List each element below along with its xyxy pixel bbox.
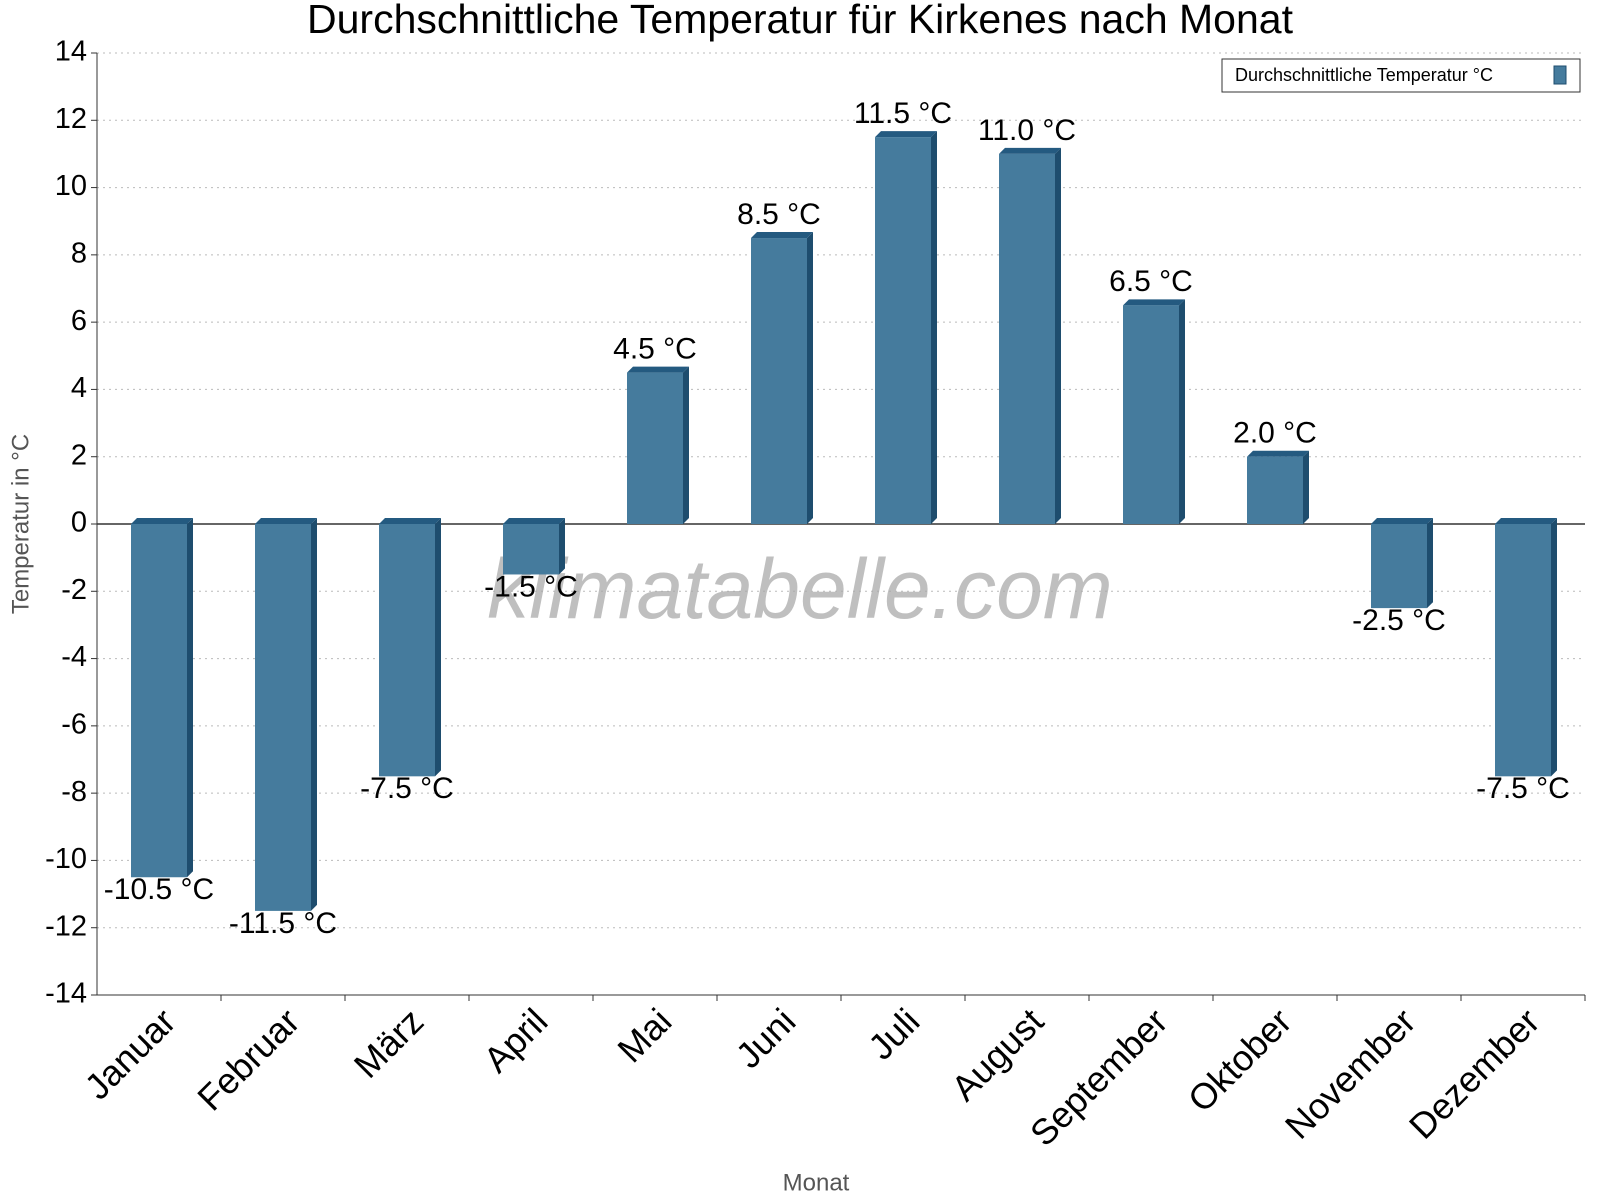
bar [255, 524, 311, 911]
y-tick-label: -2 [61, 574, 87, 606]
legend-box [1221, 58, 1581, 93]
bar-side [1303, 450, 1309, 524]
x-tick-label: Juli [860, 1000, 927, 1067]
y-tick-label: -4 [61, 641, 87, 673]
value-label: -11.5 °C [229, 907, 337, 940]
bar-side [1179, 299, 1185, 524]
bar-top [255, 518, 317, 524]
y-axis-title: Temperatur in °C [7, 434, 34, 614]
y-tick-label: 10 [55, 170, 87, 202]
bar-top [1123, 299, 1185, 306]
bar [1123, 305, 1179, 524]
bar-top [131, 518, 193, 524]
legend: Durchschnittliche Temperatur °C [1221, 58, 1581, 93]
bar-side [1427, 518, 1433, 609]
bar [875, 137, 931, 524]
y-tick-label: 6 [71, 305, 87, 337]
bar-side [311, 518, 317, 911]
value-label: -7.5 °C [1476, 772, 1570, 805]
bar [1247, 456, 1303, 524]
y-tick-label: 14 [55, 36, 87, 68]
y-tick-label: 12 [55, 103, 87, 135]
x-tick-label: Juni [728, 1000, 804, 1076]
bar [131, 524, 187, 878]
value-label: 11.5 °C [854, 97, 952, 130]
bar [751, 238, 807, 525]
bar [999, 153, 1055, 524]
chart-title: Durchschnittliche Temperatur für Kirkene… [307, 0, 1294, 42]
value-label: 4.5 °C [613, 333, 697, 366]
value-label: 8.5 °C [737, 198, 821, 231]
watermark: klimatabelle.com [487, 542, 1113, 636]
bar-top [1495, 518, 1557, 524]
bar-side [683, 366, 689, 524]
bar [503, 524, 559, 575]
bar [627, 372, 683, 524]
x-axis-title: Monat [783, 1169, 850, 1196]
bar-top [503, 518, 565, 524]
value-label: 6.5 °C [1109, 265, 1193, 298]
x-tick-label: August [943, 1000, 1051, 1108]
y-tick-label: -10 [45, 843, 87, 875]
bar-side [1551, 518, 1557, 777]
bar-side [559, 518, 565, 575]
x-tick-label: Mai [609, 1000, 679, 1070]
legend-swatch [1553, 65, 1567, 85]
bar-top [627, 366, 689, 373]
bar-side [435, 518, 441, 777]
bar [379, 524, 435, 777]
x-tick-label: Dezember [1401, 1000, 1547, 1146]
bar-side [187, 518, 193, 878]
x-tick-label: Februar [189, 1000, 307, 1118]
bar-side [931, 131, 937, 524]
y-tick-label: -8 [61, 776, 87, 808]
bar-top [751, 232, 813, 239]
legend-label: Durchschnittliche Temperatur °C [1235, 65, 1493, 85]
y-tick-label: -12 [45, 910, 87, 942]
value-label: -7.5 °C [360, 772, 454, 805]
bar-top [999, 147, 1061, 154]
y-tick-label: 2 [71, 439, 87, 471]
y-tick-label: -14 [45, 978, 87, 1010]
x-tick-label: April [475, 1000, 555, 1080]
y-tick-label: 0 [71, 507, 87, 539]
bar-top [379, 518, 441, 524]
bar [1495, 524, 1551, 777]
value-label: 2.0 °C [1233, 417, 1317, 450]
bar-top [875, 131, 937, 138]
bar-side [1055, 147, 1061, 524]
bar-side [807, 232, 813, 525]
y-tick-label: 8 [71, 238, 87, 270]
value-label: -10.5 °C [104, 873, 214, 906]
value-label: 11.0 °C [978, 114, 1076, 147]
bar-top [1247, 450, 1309, 457]
value-label: -2.5 °C [1352, 604, 1446, 637]
bar [1371, 524, 1427, 609]
x-tick-label: März [346, 1000, 432, 1086]
y-tick-label: 4 [71, 372, 87, 404]
x-tick-label: Oktober [1180, 1000, 1300, 1120]
y-tick-label: -6 [61, 709, 87, 741]
bar-top [1371, 518, 1433, 524]
x-tick-label: November [1277, 1000, 1423, 1146]
x-tick-label: Januar [77, 1000, 184, 1107]
value-label: -1.5 °C [484, 570, 578, 603]
